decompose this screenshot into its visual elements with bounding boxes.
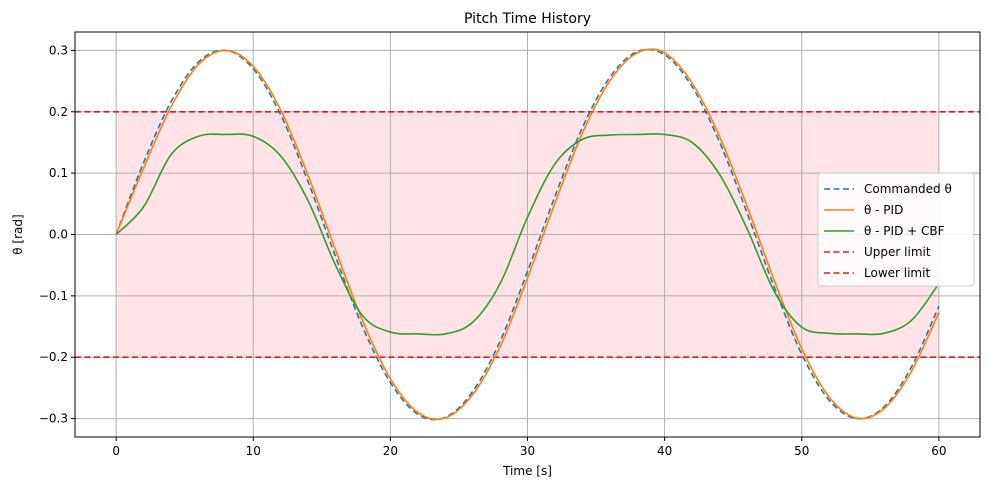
x-axis-ticks: 0 10 20 30 40 50 60 <box>112 437 947 458</box>
limit-lines <box>75 110 980 359</box>
legend-label-commanded-theta: Commanded θ <box>864 182 952 196</box>
series-lines <box>115 48 940 421</box>
y-tick-label: 0.2 <box>49 105 68 119</box>
legend-label-theta-pid: θ - PID <box>864 203 903 217</box>
theta-pid-cbf-line <box>115 133 940 336</box>
x-tick-label: 40 <box>657 444 672 458</box>
legend: Commanded θ θ - PID θ - PID + CBF Upper lim… <box>817 172 975 287</box>
y-tick-label: −0.2 <box>39 350 68 364</box>
y-axis-ticks: −0.3 −0.2 −0.1 0.0 0.1 0.2 0.3 <box>39 43 75 426</box>
y-tick-label: 0.1 <box>49 166 68 180</box>
chart-title: Pitch Time History <box>464 11 591 27</box>
y-tick-label: 0.3 <box>49 43 68 57</box>
y-axis-label: θ [rad] <box>11 214 25 254</box>
theta-pid-line <box>115 48 940 421</box>
y-tick-label: −0.3 <box>39 412 68 426</box>
legend-label-upper-limit: Upper limit <box>864 245 931 259</box>
x-tick-label: 0 <box>112 444 120 458</box>
x-tick-label: 10 <box>246 444 261 458</box>
y-tick-label: 0.0 <box>49 228 68 242</box>
x-tick-label: 30 <box>520 444 535 458</box>
x-tick-label: 60 <box>931 444 946 458</box>
x-tick-label: 50 <box>794 444 809 458</box>
legend-box <box>817 172 975 287</box>
x-tick-label: 20 <box>383 444 398 458</box>
legend-label-lower-limit: Lower limit <box>864 266 930 280</box>
x-axis-label: Time [s] <box>502 464 552 478</box>
commanded-theta-line <box>115 48 940 421</box>
y-tick-label: −0.1 <box>39 289 68 303</box>
legend-label-theta-pid-cbf: θ - PID + CBF <box>864 224 945 238</box>
